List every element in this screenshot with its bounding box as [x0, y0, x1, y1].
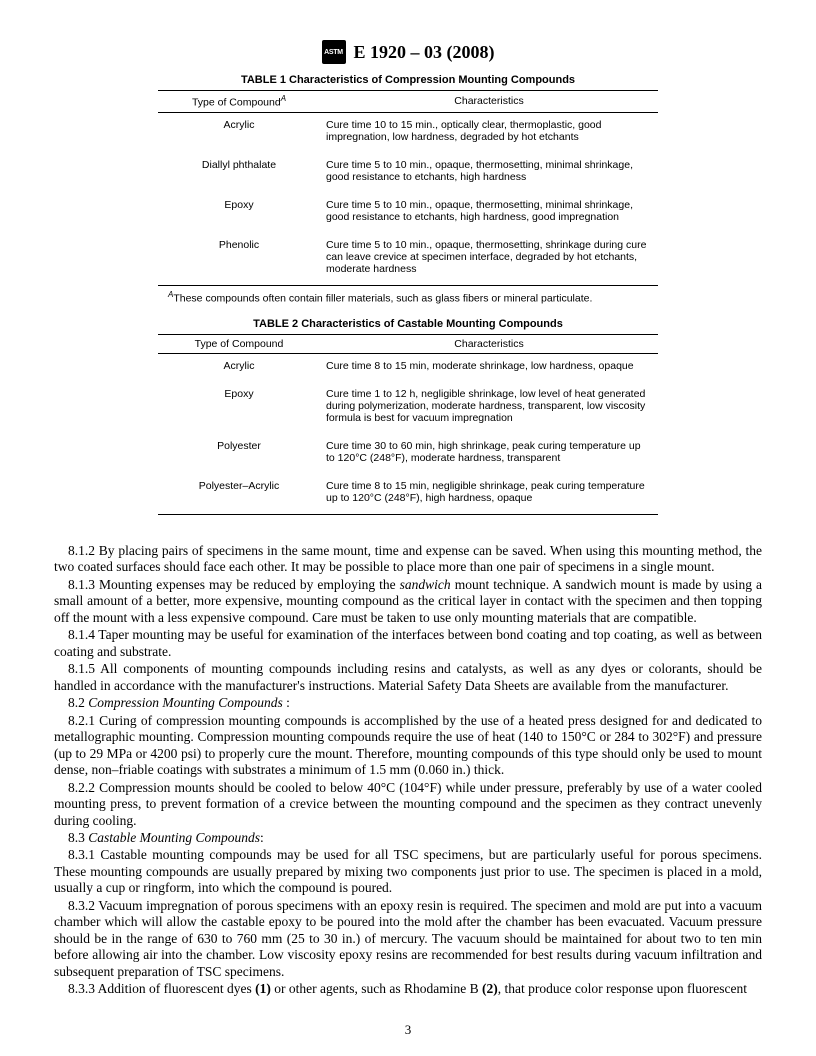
table-row: Epoxy Cure time 1 to 12 h, negligible sh… [158, 382, 658, 434]
table-row: Phenolic Cure time 5 to 10 min., opaque,… [158, 233, 658, 286]
table1-footnote: AThese compounds often contain filler ma… [158, 290, 658, 305]
table1-col-char-header: Characteristics [320, 91, 658, 113]
para-8-3-3: 8.3.3 Addition of fluorescent dyes (1) o… [54, 981, 762, 997]
doc-header: ASTM E 1920 – 03 (2008) [54, 40, 762, 64]
p833-c: or other agents, such as Rhodamine B [271, 981, 482, 996]
table2-char-3: Cure time 8 to 15 min, negligible shrink… [320, 474, 658, 515]
table2-char-1: Cure time 1 to 12 h, negligible shrinkag… [320, 382, 658, 434]
p83-b: : [260, 830, 264, 845]
page: ASTM E 1920 – 03 (2008) TABLE 1 Characte… [0, 0, 816, 1056]
p813-a: 8.1.3 Mounting expenses may be reduced b… [68, 577, 400, 592]
table2-type-3: Polyester–Acrylic [158, 474, 320, 515]
p813-em: sandwich [400, 577, 451, 592]
p833-e: , that produce color response upon fluor… [498, 981, 747, 996]
para-8-1-5: 8.1.5 All components of mounting compoun… [54, 661, 762, 694]
table1-type-0: Acrylic [158, 112, 320, 153]
para-8-1-4: 8.1.4 Taper mounting may be useful for e… [54, 627, 762, 660]
table1-char-0: Cure time 10 to 15 min., optically clear… [320, 112, 658, 153]
p833-ref2: (2) [482, 981, 498, 996]
designation: E 1920 – 03 (2008) [354, 42, 495, 63]
table1-char-3: Cure time 5 to 10 min., opaque, thermose… [320, 233, 658, 286]
page-number: 3 [0, 1022, 816, 1038]
para-8-3: 8.3 Castable Mounting Compounds: [54, 830, 762, 846]
table1: Type of CompoundA Characteristics Acryli… [158, 90, 658, 286]
table2-type-1: Epoxy [158, 382, 320, 434]
table2-char-0: Cure time 8 to 15 min, moderate shrinkag… [320, 354, 658, 383]
para-8-1-3: 8.1.3 Mounting expenses may be reduced b… [54, 577, 762, 626]
table-row: Epoxy Cure time 5 to 10 min., opaque, th… [158, 193, 658, 233]
table-row: Polyester–Acrylic Cure time 8 to 15 min,… [158, 474, 658, 515]
table1-type-2: Epoxy [158, 193, 320, 233]
table2-type-0: Acrylic [158, 354, 320, 383]
body-text: 8.1.2 By placing pairs of specimens in t… [54, 543, 762, 998]
p82-a: 8.2 [68, 695, 88, 710]
table1-col-type-header: Type of CompoundA [158, 91, 320, 113]
p833-ref1: (1) [255, 981, 271, 996]
p83-em: Castable Mounting Compounds [88, 830, 260, 845]
table1-type-1: Diallyl phthalate [158, 153, 320, 193]
table2-col-type-header: Type of Compound [158, 335, 320, 354]
table1-col-type-text: Type of Compound [192, 97, 281, 109]
table2-char-2: Cure time 30 to 60 min, high shrinkage, … [320, 434, 658, 474]
table1-footnote-text: These compounds often contain filler mat… [173, 292, 592, 304]
para-8-2-1: 8.2.1 Curing of compression mounting com… [54, 713, 762, 779]
astm-logo-icon: ASTM [322, 40, 346, 64]
table1-title: TABLE 1 Characteristics of Compression M… [158, 74, 658, 86]
table1-type-3: Phenolic [158, 233, 320, 286]
para-8-1-2: 8.1.2 By placing pairs of specimens in t… [54, 543, 762, 576]
tables-container: TABLE 1 Characteristics of Compression M… [158, 74, 658, 515]
p83-a: 8.3 [68, 830, 88, 845]
table1-char-1: Cure time 5 to 10 min., opaque, thermose… [320, 153, 658, 193]
table-row: Diallyl phthalate Cure time 5 to 10 min.… [158, 153, 658, 193]
table2: Type of Compound Characteristics Acrylic… [158, 334, 658, 515]
table-row: Acrylic Cure time 8 to 15 min, moderate … [158, 354, 658, 383]
p833-a: 8.3.3 Addition of fluorescent dyes [68, 981, 255, 996]
para-8-2: 8.2 Compression Mounting Compounds : [54, 695, 762, 711]
para-8-2-2: 8.2.2 Compression mounts should be coole… [54, 780, 762, 829]
para-8-3-1: 8.3.1 Castable mounting compounds may be… [54, 847, 762, 896]
p82-b: : [286, 695, 290, 710]
table-row: Polyester Cure time 30 to 60 min, high s… [158, 434, 658, 474]
table-row: Acrylic Cure time 10 to 15 min., optical… [158, 112, 658, 153]
table2-type-2: Polyester [158, 434, 320, 474]
p82-em: Compression Mounting Compounds [88, 695, 286, 710]
table2-col-char-header: Characteristics [320, 335, 658, 354]
para-8-3-2: 8.3.2 Vacuum impregnation of porous spec… [54, 898, 762, 980]
table2-title: TABLE 2 Characteristics of Castable Moun… [158, 318, 658, 330]
table1-char-2: Cure time 5 to 10 min., opaque, thermose… [320, 193, 658, 233]
table1-col-type-sup: A [281, 94, 286, 103]
